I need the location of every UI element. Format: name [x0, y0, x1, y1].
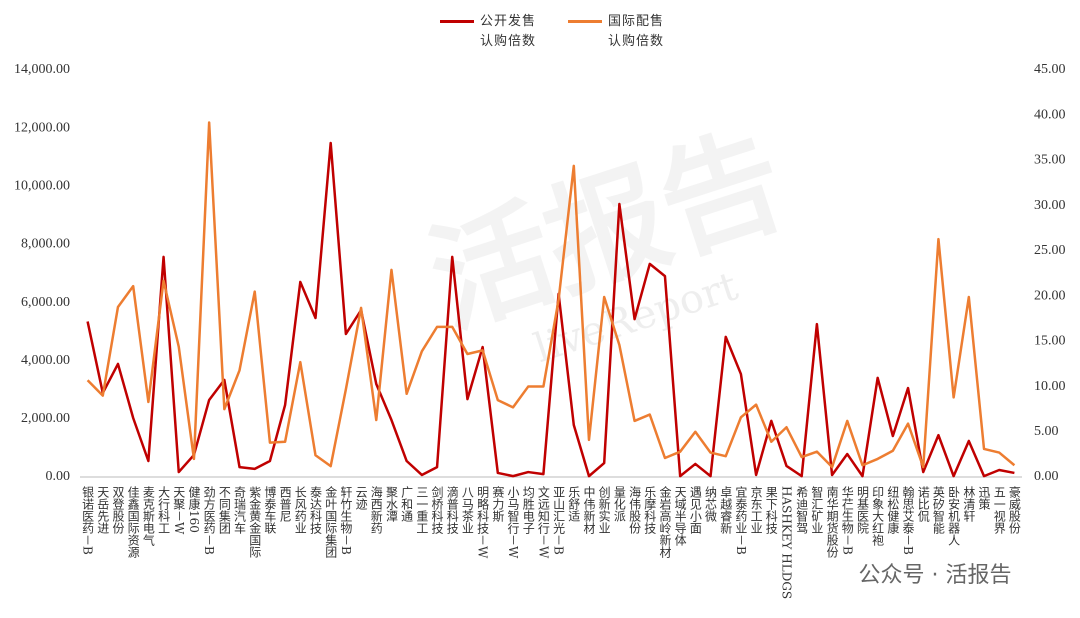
- x-tick-label: 赛力斯: [491, 485, 505, 523]
- x-tick-label: 南华期货股份: [825, 485, 839, 558]
- x-tick-label: 金叶国际集团: [324, 485, 338, 559]
- x-tick-label: 卧安机器人: [947, 486, 961, 546]
- x-tick-label: 天聚－W: [172, 486, 186, 535]
- x-tick-label: 聚水潭: [384, 486, 398, 522]
- y-tick-label: 12,000.00: [14, 120, 70, 135]
- y-tick-label: 14,000.00: [14, 62, 70, 77]
- x-tick-label: 奇瑞汽车: [233, 486, 247, 535]
- x-tick-label: 纳芯微: [704, 486, 718, 523]
- x-tick-label: 量化派: [612, 486, 626, 522]
- y2-tick-label: 20.00: [1034, 288, 1066, 303]
- x-tick-label: 乐摩科技: [643, 486, 657, 534]
- x-tick-label: 英矽智能: [931, 486, 945, 534]
- x-tick-label: 不同集团: [217, 486, 231, 535]
- x-tick-label: 中伟新材: [582, 485, 596, 534]
- x-tick-label: 双登股份: [111, 486, 125, 534]
- x-tick-label: 豪威股份: [1007, 485, 1021, 534]
- y2-tick-label: 40.00: [1034, 107, 1066, 122]
- x-tick-label: 天岳先进: [96, 486, 110, 534]
- legend-label: 国际配售认购倍数: [608, 14, 665, 49]
- x-tick-label: 紫金黄金国际: [248, 486, 262, 558]
- y2-tick-label: 30.00: [1034, 198, 1066, 213]
- x-tick-label: 佳鑫国际资源: [126, 486, 140, 559]
- y-tick-label: 6,000.00: [21, 295, 70, 310]
- x-tick-label: 剑桥科技: [430, 485, 444, 534]
- y-tick-label: 10,000.00: [14, 179, 70, 194]
- x-tick-label: 博泰车联: [263, 485, 277, 535]
- x-tick-label: 均胜电子: [521, 486, 535, 534]
- y2-tick-label: 10.00: [1034, 379, 1066, 394]
- x-tick-label: 轩竹生物－B: [339, 486, 353, 555]
- legend: 公开发售认购倍数 国际配售认购倍数: [440, 12, 668, 52]
- x-tick-label: 天域半导体: [673, 486, 687, 547]
- x-tick-label: 迅策: [977, 486, 991, 510]
- x-tick-label: 海伟股份: [628, 485, 642, 534]
- wechat-account: 公众号 · 活报告: [859, 563, 1012, 588]
- x-tick-label: 西普尼: [278, 486, 292, 522]
- x-tick-label: 纽松健康: [886, 486, 900, 534]
- x-tick-label: 泰达科技: [309, 486, 323, 534]
- x-tick-label: 麦克斯电气: [141, 486, 155, 546]
- y2-tick-label: 35.00: [1034, 153, 1066, 168]
- x-tick-label: 健康160: [187, 486, 201, 533]
- x-tick-label: 翰思艾泰－B: [901, 485, 915, 555]
- x-tick-label: 文远知行－W: [536, 485, 550, 559]
- x-tick-label: 诺比侃: [916, 486, 930, 523]
- y2-tick-label: 15.00: [1034, 334, 1066, 349]
- x-tick-label: 金岩高岭新材: [658, 485, 672, 558]
- x-tick-label: HASHKEY HLDGS: [780, 486, 794, 599]
- x-tick-label: 创新实业: [597, 486, 611, 534]
- x-tick-label: 遇见小面: [688, 486, 702, 534]
- y2-tick-label: 5.00: [1034, 424, 1059, 439]
- legend-swatch: [440, 20, 474, 23]
- series-line: [86, 121, 1016, 469]
- legend-item: 公开发售认购倍数: [440, 12, 540, 52]
- x-tick-label: 亚山汇光－B: [552, 486, 566, 555]
- x-tick-label: 华芢生物－B: [840, 486, 854, 555]
- x-tick-label: 滴普科技: [445, 485, 459, 534]
- x-tick-label: 果下科技: [764, 486, 778, 534]
- x-tick-label: 大行科工: [157, 486, 171, 534]
- legend-item: 国际配售认购倍数: [568, 12, 668, 52]
- x-tick-label: 明基医院: [855, 486, 869, 534]
- x-tick-label: 海西新药: [369, 485, 383, 534]
- legend-label: 公开发售认购倍数: [480, 14, 537, 49]
- x-tick-label: 劲方医药－B: [202, 486, 216, 555]
- y-tick-label: 8,000.00: [21, 237, 70, 252]
- x-tick-label: 长风药业: [293, 486, 307, 534]
- x-tick-label: 银诺医药－B: [81, 486, 95, 555]
- series-line: [86, 141, 1015, 478]
- x-tick-label: 广和通: [400, 486, 414, 522]
- y-tick-label: 2,000.00: [21, 411, 70, 426]
- x-tick-label: 印象大红袍: [871, 486, 885, 546]
- x-tick-label: 五一视界: [992, 486, 1006, 535]
- x-tick-label: 乐舒适: [567, 486, 581, 522]
- x-tick-label: 京东工业: [749, 486, 763, 534]
- x-tick-label: 明略科技－W: [476, 486, 490, 559]
- x-tick-label: 林清轩: [962, 486, 976, 522]
- legend-swatch: [568, 20, 602, 23]
- x-tick-label: 智汇矿业: [810, 485, 824, 534]
- x-tick-label: 宜泰药业－B: [734, 485, 748, 555]
- y2-tick-label: 45.00: [1034, 62, 1066, 77]
- y2-tick-label: 0.00: [1034, 469, 1059, 484]
- y-tick-label: 4,000.00: [21, 353, 70, 368]
- y-tick-label: 0.00: [46, 469, 71, 484]
- x-tick-label: 三一重工: [415, 486, 429, 534]
- y2-tick-label: 25.00: [1034, 243, 1066, 258]
- x-tick-label: 希迪智驾: [795, 485, 809, 534]
- x-tick-label: 卓越睿新: [719, 486, 733, 534]
- x-tick-label: 云迹: [354, 486, 368, 510]
- x-tick-label: 八马茶业: [460, 486, 474, 534]
- x-tick-label: 小马智行－W: [506, 486, 520, 559]
